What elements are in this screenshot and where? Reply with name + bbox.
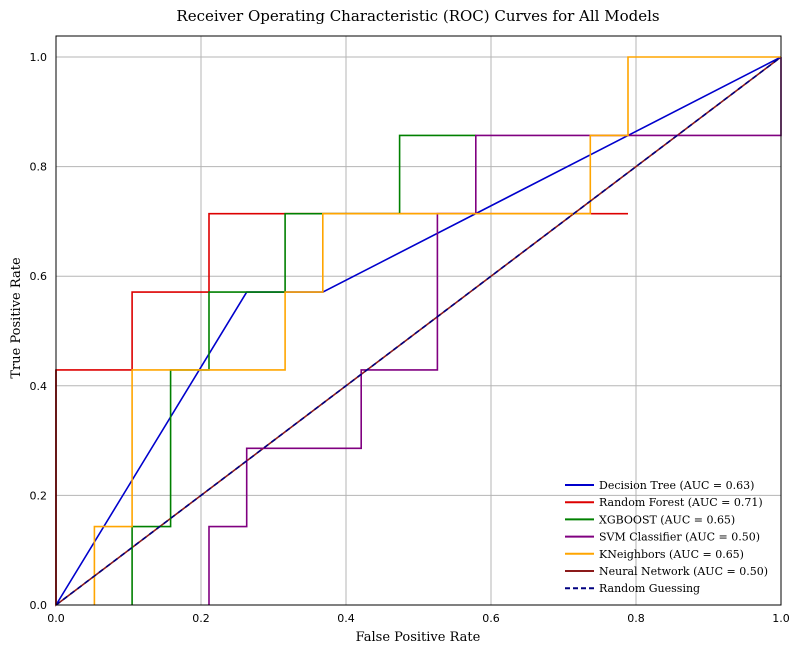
series-line-xgboost <box>131 134 476 605</box>
y-tick-label: 0.8 <box>30 161 48 174</box>
plot-frame <box>55 35 782 606</box>
y-tick-label: 0.4 <box>30 380 48 393</box>
legend-entry: SVM Classifier (AUC = 0.50) <box>599 531 760 544</box>
chart-title: Receiver Operating Characteristic (ROC) … <box>176 7 659 25</box>
x-tick-label: 0.8 <box>627 612 645 625</box>
y-tick-label: 0.0 <box>30 599 48 612</box>
legend-entry: Decision Tree (AUC = 0.63) <box>599 479 754 492</box>
legend-entry: Random Guessing <box>599 582 700 595</box>
series-line-svm-classifier <box>208 57 782 605</box>
x-tick-labels: 0.0 0.2 0.4 0.6 0.8 1.0 <box>47 612 790 625</box>
y-tick-label: 0.2 <box>30 489 48 502</box>
x-tick-label: 0.2 <box>192 612 210 625</box>
y-tick-label: 1.0 <box>30 51 48 64</box>
legend-entry: Random Forest (AUC = 0.71) <box>599 496 763 509</box>
x-tick-label: 0.6 <box>482 612 500 625</box>
x-tick-label: 0.0 <box>47 612 65 625</box>
legend-entry: KNeighbors (AUC = 0.65) <box>599 548 744 561</box>
series-line-kneighbors <box>93 56 781 605</box>
y-tick-label: 0.6 <box>30 270 48 283</box>
x-axis-label: False Positive Rate <box>356 630 481 645</box>
x-tick-label: 0.4 <box>337 612 355 625</box>
legend-entry: Neural Network (AUC = 0.50) <box>599 565 768 578</box>
legend: Decision Tree (AUC = 0.63) Random Forest … <box>565 479 768 595</box>
series-line-random-guessing <box>55 56 782 606</box>
series-line-random-forest <box>55 212 628 605</box>
x-tick-label: 1.0 <box>772 612 790 625</box>
y-axis-label: True Positive Rate <box>9 257 24 379</box>
legend-entry: XGBOOST (AUC = 0.65) <box>599 513 735 526</box>
y-tick-labels: 0.0 0.2 0.4 0.6 0.8 1.0 <box>30 51 48 612</box>
